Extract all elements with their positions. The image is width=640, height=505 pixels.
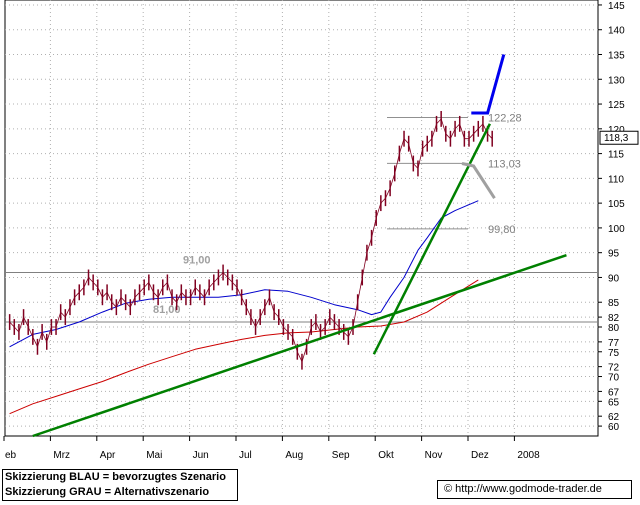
x-tick-label: Jul (239, 450, 252, 461)
y-tick-label: 60 (608, 422, 620, 433)
series-layer (8, 54, 567, 438)
y-tick-label: 70 (608, 373, 620, 384)
y-tick-label: 90 (608, 273, 620, 284)
legend-line-grey: Skizzierung GRAU = Alternativszenario (5, 486, 210, 498)
y-tick-label: 65 (608, 397, 620, 408)
y-tick-label: 62 (608, 412, 620, 423)
level-label: 122,28 (488, 113, 522, 125)
trendline (372, 123, 491, 355)
y-tick-label: 72 (608, 363, 620, 374)
x-tick-label: Okt (378, 450, 394, 461)
x-tick-label: Aug (285, 450, 303, 461)
level-label: 81,00 (153, 304, 181, 316)
y-tick-label: 80 (608, 323, 620, 334)
last-price-label: 118,3 (604, 133, 629, 144)
y-tick-label: 105 (608, 199, 625, 210)
last-price-box (599, 130, 639, 145)
y-tick-label: 100 (608, 224, 625, 235)
scenario-legend: Skizzierung BLAU = bevorzugtes Szenario … (2, 469, 238, 501)
legend-line-blue: Skizzierung BLAU = bevorzugtes Szenario (5, 471, 226, 483)
x-tick-label: Mrz (53, 450, 70, 461)
y-tick-label: 77 (608, 338, 620, 349)
x-tick-label: Sep (332, 450, 350, 461)
price-line (9, 118, 493, 363)
level-label: 99,80 (488, 224, 516, 236)
x-tick-label: eb (5, 450, 17, 461)
copyright-link[interactable]: © http://www.godmode-trader.de (437, 480, 632, 499)
scenario-path (471, 54, 506, 115)
y-tick-label: 67 (608, 387, 620, 398)
x-tick-label: 2008 (517, 450, 540, 461)
x-tick-label: Nov (425, 450, 443, 461)
y-tick-label: 110 (608, 174, 624, 185)
scenario-path (461, 162, 496, 200)
y-tick-label: 82 (608, 313, 620, 324)
y-tick-label: 130 (608, 75, 625, 86)
y-tick-label: 140 (608, 26, 625, 37)
x-tick-label: Mai (146, 450, 162, 461)
plot-frame (4, 0, 599, 437)
y-tick-label: 85 (608, 298, 620, 309)
grid (4, 0, 599, 437)
sma-red-line (9, 279, 479, 415)
sma-blue-line (9, 200, 479, 348)
trendline (32, 253, 567, 438)
y-tick-label: 115 (608, 150, 624, 161)
y-tick-label: 145 (608, 1, 625, 12)
x-tick-label: Dez (471, 450, 489, 461)
x-tick-label: Jun (193, 450, 209, 461)
level-label: 113,03 (488, 158, 521, 170)
x-axis: eb Mrz Apr Mai Jun Jul Aug Sep Okt Nov Dez 2008 (3, 436, 540, 461)
level-label: 91,00 (183, 255, 211, 267)
x-tick-label: Apr (100, 450, 116, 461)
y-tick-label: 135 (608, 51, 625, 62)
y-tick-label: 95 (608, 249, 620, 260)
y-tick-label: 125 (608, 100, 625, 111)
y-tick-label: 75 (608, 348, 620, 359)
y-tick-label: 120 (608, 125, 625, 136)
horizontal-levels: 91,00 81,00 122,28 113,03 99,80 (5, 113, 598, 323)
